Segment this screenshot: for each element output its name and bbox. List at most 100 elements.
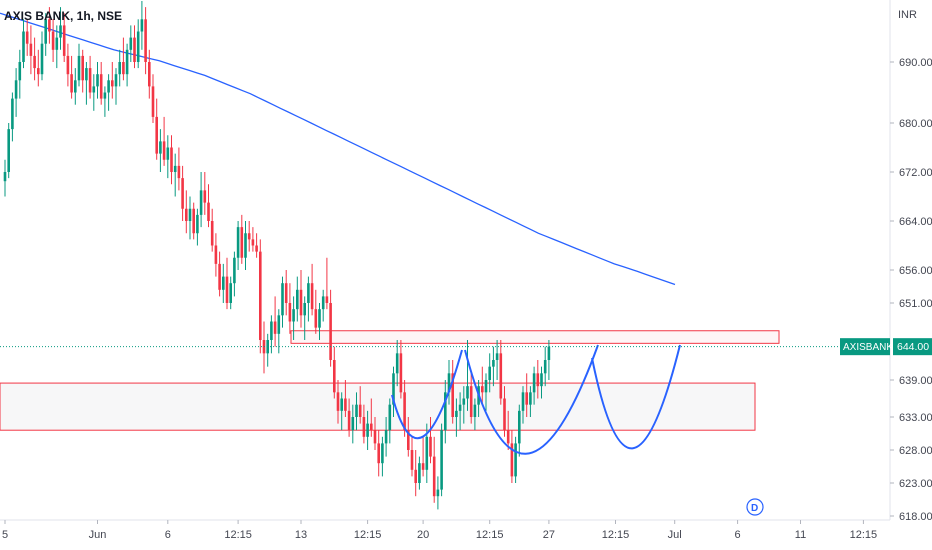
- candle-body: [473, 404, 477, 417]
- candle-body: [207, 202, 210, 221]
- candle-body: [321, 296, 325, 310]
- candle: [22, 19, 25, 69]
- candle: [133, 25, 136, 69]
- candle-body: [403, 392, 406, 431]
- candle: [66, 43, 70, 87]
- y-tick-label: 690.00: [899, 57, 932, 69]
- cup-middle: [464, 344, 599, 455]
- candle-body: [185, 208, 188, 221]
- candle-body: [392, 373, 395, 405]
- candle-body: [188, 208, 192, 221]
- candle: [296, 276, 299, 322]
- candle: [62, 13, 66, 62]
- candle-body: [173, 165, 177, 172]
- candle-body: [244, 233, 247, 258]
- candle: [499, 340, 503, 405]
- candle: [203, 172, 207, 215]
- candle-body: [525, 392, 528, 405]
- candle: [536, 360, 540, 399]
- candle: [381, 436, 384, 477]
- y-tick-label: 664.00: [899, 216, 932, 228]
- candle-body: [25, 31, 29, 44]
- candle: [74, 68, 77, 105]
- candle: [510, 430, 514, 483]
- candle: [503, 386, 506, 437]
- candle-body: [451, 373, 454, 417]
- candle-body: [377, 443, 380, 464]
- candle-body: [140, 19, 144, 32]
- dividend-icon[interactable]: [746, 498, 764, 516]
- candle-body: [340, 398, 343, 411]
- candle: [222, 263, 225, 303]
- moving-average-layer: [0, 12, 676, 286]
- y-axis[interactable]: 690.00 680.00 672.00 664.00 656.00 651.00 639.…: [890, 57, 932, 523]
- candle-body: [333, 360, 336, 393]
- x-tick-label: 13: [295, 529, 307, 541]
- candle-body: [162, 141, 166, 160]
- candle: [358, 386, 362, 424]
- candle: [136, 19, 140, 69]
- candle: [229, 276, 232, 310]
- candle-body: [51, 31, 55, 50]
- candle: [44, 13, 47, 56]
- current-price-tag: AXISBANK 644.00: [840, 338, 932, 356]
- candle: [48, 7, 51, 44]
- candle-body: [99, 74, 103, 99]
- candle: [218, 251, 221, 297]
- candle: [111, 62, 114, 99]
- y-tick-label: 656.00: [899, 265, 932, 277]
- cup-right: [591, 344, 681, 450]
- candle-body: [370, 423, 373, 431]
- candle: [155, 98, 158, 160]
- candle-body: [40, 43, 44, 75]
- candle: [51, 19, 55, 62]
- y-tick-label: 651.00: [899, 298, 932, 310]
- candle: [177, 147, 181, 191]
- candle: [344, 380, 347, 417]
- candle-body: [233, 257, 236, 284]
- candle-body: [229, 283, 232, 303]
- candle-body: [107, 80, 110, 93]
- candle-body: [362, 417, 366, 437]
- candle: [543, 346, 547, 387]
- candle: [303, 296, 306, 340]
- candle-body: [151, 86, 155, 117]
- support-zone: [0, 382, 756, 431]
- candle-body: [503, 398, 506, 431]
- candle-body: [418, 463, 421, 483]
- x-tick-label: 12:15: [850, 529, 878, 541]
- candle: [277, 309, 281, 354]
- candle-body: [310, 283, 314, 310]
- candle: [18, 49, 22, 99]
- candle-body: [55, 37, 59, 50]
- candle: [347, 398, 351, 437]
- candle: [210, 208, 214, 252]
- candle: [384, 417, 388, 457]
- candle: [518, 404, 521, 457]
- cup-left: [391, 349, 463, 440]
- candle: [310, 263, 314, 316]
- candle: [414, 450, 417, 497]
- candle: [255, 233, 258, 258]
- x-tick-label: 12:15: [602, 529, 630, 541]
- candle-body: [351, 417, 355, 431]
- candle: [233, 251, 236, 297]
- candle-body: [307, 283, 310, 303]
- price-badge: [893, 338, 932, 356]
- candle: [14, 68, 18, 117]
- candle-body: [196, 214, 199, 234]
- candle: [532, 366, 536, 405]
- candle-body: [129, 37, 133, 50]
- y-tick-label: 618.00: [899, 511, 932, 523]
- candle: [270, 315, 273, 354]
- candle: [299, 270, 303, 328]
- event-marker[interactable]: D: [746, 498, 764, 516]
- candle-body: [336, 392, 340, 411]
- x-axis[interactable]: 5 Jun 6 12:15 13 12:15 20 12:15 27 12:15 Jul 6 11 12:…: [2, 520, 877, 541]
- candle: [173, 153, 177, 197]
- candle: [144, 7, 147, 75]
- candle-body: [388, 404, 392, 431]
- candle-body: [284, 283, 288, 303]
- candle: [466, 340, 469, 411]
